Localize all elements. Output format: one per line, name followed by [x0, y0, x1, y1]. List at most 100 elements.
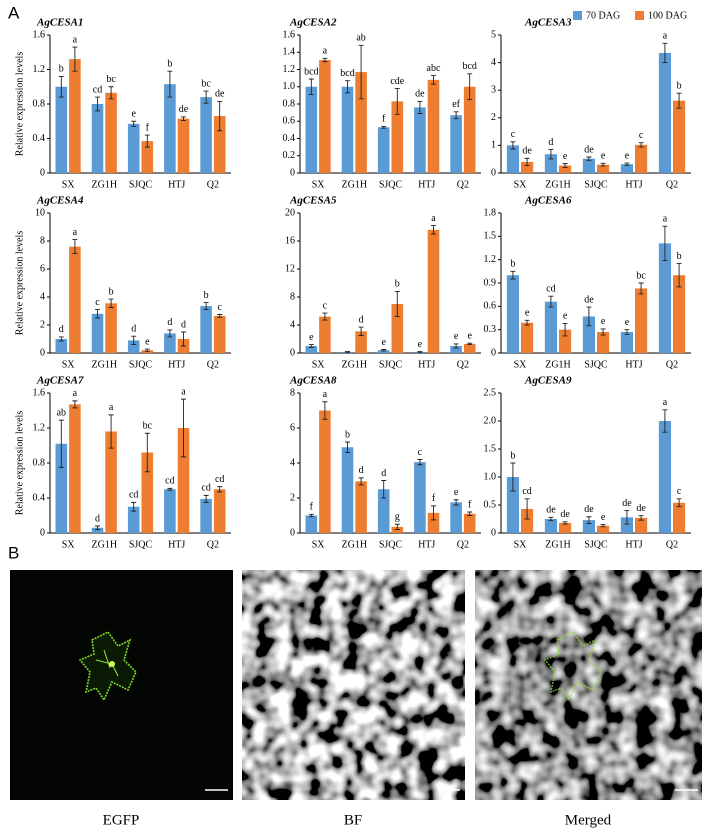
- error-bar: [586, 156, 592, 161]
- bar: [55, 339, 68, 353]
- significance-letter: c: [217, 302, 222, 313]
- significance-letter: d: [359, 465, 364, 476]
- bar: [213, 489, 226, 533]
- error-bar: [453, 499, 459, 506]
- bar: [164, 489, 176, 533]
- error-bar: [308, 513, 314, 518]
- error-bar: [600, 328, 606, 336]
- x-tick-label: HTJ: [168, 539, 185, 550]
- significance-letter: cde: [390, 76, 404, 87]
- y-tick-label: 8: [290, 291, 295, 302]
- bar: [658, 52, 671, 173]
- error-bar: [217, 314, 223, 318]
- significance-letter: c: [418, 447, 423, 458]
- error-bar: [95, 309, 101, 319]
- significance-letter: c: [677, 486, 682, 497]
- chart-title: AgCESA2: [289, 17, 337, 29]
- error-bar: [203, 494, 209, 503]
- significance-letter: f: [382, 114, 386, 125]
- bar: [582, 520, 595, 533]
- error-bar: [180, 331, 186, 347]
- significance-letter: de: [584, 294, 594, 305]
- y-tick-label: 0.8: [33, 98, 46, 109]
- significance-letter: f: [310, 502, 314, 513]
- x-tick-label: HTJ: [418, 359, 435, 370]
- error-bar: [72, 239, 78, 255]
- x-tick-label: SX: [312, 359, 326, 370]
- y-tick-label: 0.4: [33, 133, 46, 144]
- error-bar: [467, 342, 473, 346]
- significance-letter: a: [431, 213, 436, 224]
- y-tick-label: 20: [285, 207, 295, 218]
- error-bar: [144, 348, 150, 352]
- image-caption: EGFP: [103, 812, 140, 828]
- error-bar: [108, 298, 114, 308]
- x-tick-label: HTJ: [625, 179, 642, 190]
- significance-letter: e: [309, 332, 314, 343]
- x-tick-label: SJQC: [584, 539, 608, 550]
- significance-letter: d: [131, 323, 136, 334]
- error-bar: [562, 521, 568, 525]
- error-bar: [95, 525, 101, 530]
- significance-letter: de: [415, 89, 425, 100]
- significance-letter: de: [215, 89, 225, 100]
- significance-letter: f: [468, 499, 472, 510]
- x-tick-label: SJQC: [584, 179, 608, 190]
- bar: [658, 243, 671, 353]
- error-bar: [548, 295, 554, 308]
- x-tick-label: SJQC: [129, 359, 153, 370]
- panel-label: B: [8, 543, 19, 562]
- error-bar: [600, 162, 606, 167]
- significance-letter: bc: [143, 421, 153, 432]
- x-tick-label: ZG1H: [342, 539, 368, 550]
- bar: [544, 301, 557, 353]
- bar: [463, 86, 476, 173]
- x-tick-label: SX: [312, 539, 326, 550]
- bar: [355, 331, 367, 353]
- chart-title: AgCESA1: [36, 17, 83, 29]
- y-tick-label: 0.6: [484, 301, 497, 312]
- y-tick-label: 6: [290, 422, 295, 433]
- error-bar: [624, 162, 630, 166]
- significance-letter: bc: [201, 78, 211, 89]
- y-tick-label: 3: [491, 84, 496, 95]
- y-tick-label: 0: [491, 167, 496, 178]
- x-tick-label: Q2: [207, 539, 219, 550]
- significance-letter: e: [454, 487, 459, 498]
- significance-letter: c: [639, 130, 644, 141]
- bar: [544, 519, 557, 533]
- bar: [55, 86, 68, 173]
- error-bar: [417, 100, 423, 114]
- x-tick-label: SX: [312, 179, 326, 190]
- error-bar: [676, 92, 682, 109]
- error-bar: [217, 100, 223, 132]
- bar: [559, 329, 572, 353]
- significance-letter: de: [522, 146, 532, 157]
- y-tick-label: 0: [290, 527, 295, 538]
- image-egfp: [10, 570, 233, 800]
- y-tick-label: 0: [491, 527, 496, 538]
- error-bar: [524, 157, 530, 166]
- error-bar: [131, 335, 137, 346]
- bar: [91, 313, 104, 353]
- chart-title: AgCESA6: [524, 195, 572, 207]
- error-bar: [358, 326, 364, 336]
- significance-letter: b: [167, 59, 172, 70]
- x-tick-label: ZG1H: [545, 179, 571, 190]
- significance-letter: e: [381, 337, 386, 348]
- y-tick-label: 0: [290, 347, 295, 358]
- bar: [427, 229, 440, 353]
- bar: [544, 154, 557, 173]
- error-bar: [394, 523, 400, 530]
- image-caption: Merged: [565, 812, 612, 828]
- significance-letter: a: [663, 31, 668, 42]
- y-tick-label: 0: [491, 347, 496, 358]
- significance-letter: d: [381, 468, 386, 479]
- chart-title: AgCESA4: [36, 195, 84, 207]
- bar: [69, 59, 81, 173]
- significance-letter: e: [418, 339, 423, 350]
- bar: [463, 343, 476, 353]
- y-tick-label: 4: [290, 457, 295, 468]
- significance-letter: f: [432, 493, 436, 504]
- x-tick-label: ZG1H: [92, 359, 118, 370]
